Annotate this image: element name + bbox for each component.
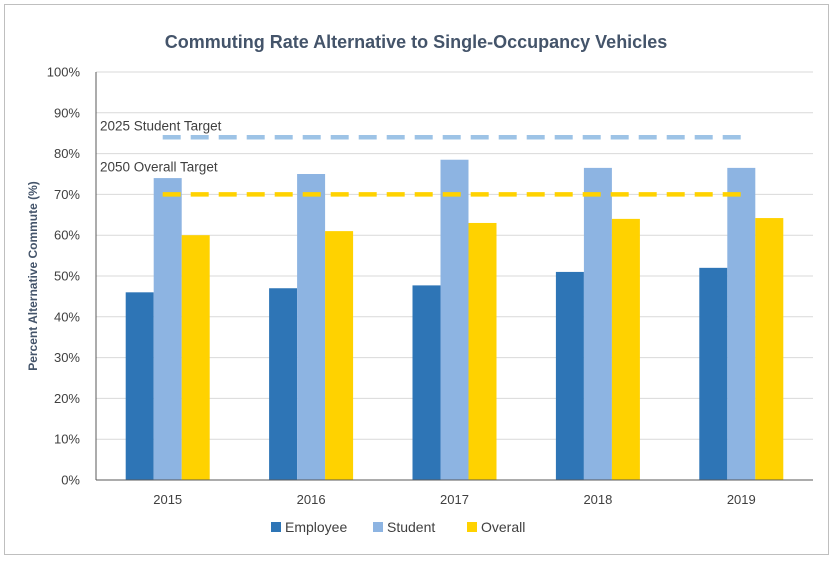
y-tick-label: 70%	[54, 187, 80, 202]
y-tick-label: 10%	[54, 432, 80, 447]
bars-layer	[125, 159, 784, 480]
y-tick-label: 60%	[54, 228, 80, 243]
legend-label: Student	[387, 519, 435, 535]
legend-swatch	[373, 522, 383, 532]
bar-overall-2015	[181, 235, 210, 480]
x-tick-label: 2016	[297, 492, 326, 507]
x-tick-label: 2015	[153, 492, 182, 507]
x-tick-label: 2019	[727, 492, 756, 507]
grid-layer	[96, 71, 813, 440]
y-tick-label: 30%	[54, 350, 80, 365]
y-axis-label: Percent Alternative Commute (%)	[26, 181, 40, 371]
bar-overall-2017	[468, 222, 497, 480]
bar-student-2015	[153, 178, 182, 480]
legend-label: Overall	[481, 519, 525, 535]
axis-layer: 0% 10% 20% 30% 40% 50% 60% 70% 80% 90% 100% 2015 201…	[47, 65, 813, 507]
x-tick-label: 2018	[583, 492, 612, 507]
chart-title: Commuting Rate Alternative to Single-Occ…	[165, 32, 667, 52]
target-label: 2025 Student Target	[100, 118, 222, 133]
y-tick-label: 90%	[54, 105, 80, 120]
target-label: 2050 Overall Target	[100, 159, 218, 174]
bar-student-2017	[440, 159, 469, 480]
bar-overall-2016	[325, 231, 354, 480]
bar-employee-2019	[699, 267, 728, 480]
targets-layer: 2025 Student Target 2050 Overall Target	[100, 118, 747, 197]
bar-student-2016	[297, 174, 326, 480]
bar-employee-2016	[269, 288, 298, 480]
bar-employee-2015	[125, 292, 154, 480]
bar-overall-2018	[611, 218, 640, 480]
x-tick-label: 2017	[440, 492, 469, 507]
y-tick-label: 20%	[54, 391, 80, 406]
legend-label: Employee	[285, 519, 347, 535]
bar-employee-2018	[555, 271, 584, 480]
bar-student-2019	[727, 167, 756, 480]
legend-layer: Employee Student Overall	[271, 519, 525, 535]
bar-overall-2019	[755, 218, 784, 480]
y-tick-label: 80%	[54, 146, 80, 161]
bar-student-2018	[583, 167, 612, 480]
y-tick-label: 50%	[54, 269, 80, 284]
legend-swatch	[467, 522, 477, 532]
y-tick-label: 40%	[54, 309, 80, 324]
legend-swatch	[271, 522, 281, 532]
bar-employee-2017	[412, 285, 441, 480]
y-tick-label: 100%	[47, 65, 81, 80]
y-tick-label: 0%	[61, 473, 80, 488]
